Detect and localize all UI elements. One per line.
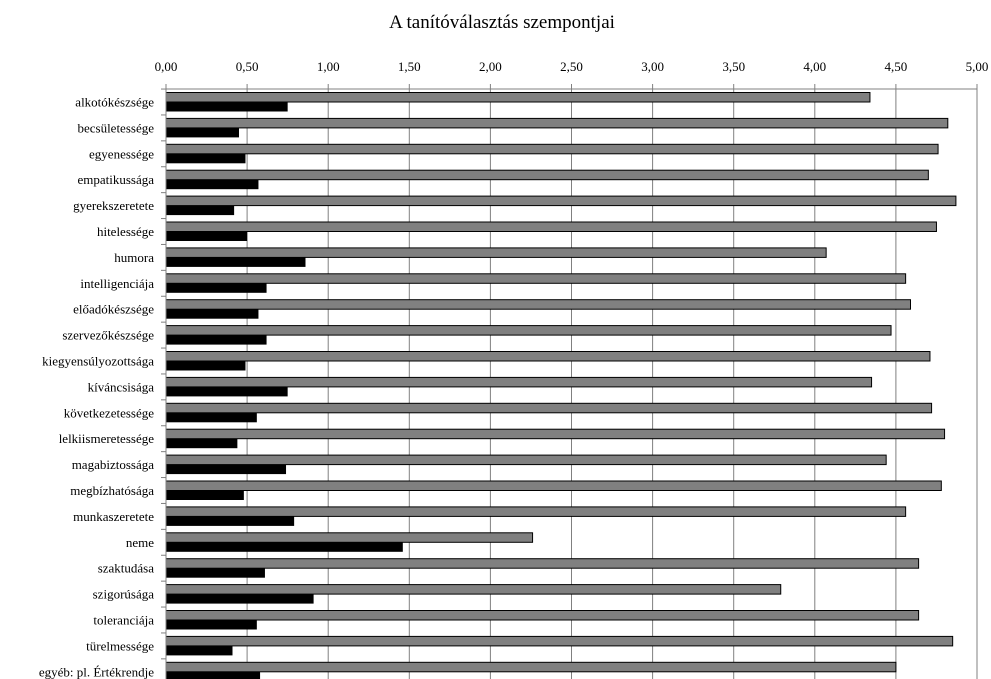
bar-series-1 <box>165 273 907 284</box>
category-label: magabiztossága <box>72 457 155 472</box>
bar-series-2 <box>166 283 267 293</box>
category-label: intelligenciája <box>80 276 154 291</box>
bar-series-1 <box>165 195 957 207</box>
category-label: szigorúsága <box>93 587 155 602</box>
bar-series-2 <box>166 490 244 500</box>
bar-series-2 <box>166 516 295 526</box>
bar-series-1 <box>165 247 827 258</box>
x-tick-label: 1,00 <box>317 59 340 74</box>
bar-series-2 <box>166 542 403 552</box>
bar-series-1 <box>165 351 931 362</box>
bar-series-2 <box>166 645 233 656</box>
bar-series-1 <box>165 169 929 181</box>
x-tick-label: 3,00 <box>641 59 664 74</box>
category-label: következetessége <box>64 405 154 420</box>
bar-series-1 <box>165 299 911 310</box>
bar-series-1 <box>165 117 949 129</box>
category-label: alkotókészsége <box>75 95 154 110</box>
category-label: egyéb: pl. Értékrendje <box>39 664 154 679</box>
bar-series-2 <box>166 309 259 319</box>
bar-series-2 <box>166 335 267 345</box>
bar-series-2 <box>166 205 235 216</box>
x-tick-label: 0,00 <box>155 59 178 74</box>
bar-series-2 <box>166 438 238 449</box>
bar-series-1 <box>165 92 871 103</box>
bar-series-2 <box>166 127 239 138</box>
bar-series-2 <box>166 412 257 423</box>
x-tick-label: 0,50 <box>236 59 259 74</box>
category-label: kiegyensúlyozottsága <box>42 354 154 369</box>
bar-series-2 <box>166 671 261 679</box>
bar-series-1 <box>165 221 937 232</box>
category-label: türelmessége <box>86 638 154 653</box>
bar-series-1 <box>165 454 887 466</box>
bar-series-2 <box>166 257 306 267</box>
category-label: szaktudása <box>98 561 155 576</box>
x-tick-label: 2,50 <box>560 59 583 74</box>
bar-series-1 <box>165 610 920 621</box>
category-label: megbízhatósága <box>70 483 154 498</box>
bar-series-2 <box>166 102 288 112</box>
bar-series-1 <box>165 506 907 517</box>
bar-series-2 <box>166 153 246 164</box>
bar-series-2 <box>166 594 314 604</box>
x-tick-label: 3,50 <box>722 59 745 74</box>
x-axis-ticks: 0,00 0,50 1,00 1,50 2,00 2,50 3,00 3,50 4,00 4,50… <box>155 59 989 89</box>
category-label: szervezőkészsége <box>62 328 154 343</box>
category-label: kíváncsisága <box>88 379 155 394</box>
bar-series-1 <box>165 558 920 569</box>
category-label: hitelessége <box>97 224 154 239</box>
bar-series-1 <box>165 532 534 543</box>
chart-title: A tanítóválasztás szempontjai <box>389 12 615 33</box>
bar-series-1 <box>165 480 942 491</box>
bar-series-2 <box>166 568 265 578</box>
bar-series-2 <box>166 361 246 371</box>
bar-series-1 <box>165 376 873 388</box>
bar-series-2 <box>166 179 259 190</box>
bar-series-1 <box>165 143 939 155</box>
category-label: munkaszeretete <box>73 509 154 524</box>
category-label: neme <box>126 535 154 550</box>
category-label: becsületessége <box>77 120 154 135</box>
bar-series-1 <box>165 325 892 336</box>
bar-series-1 <box>165 402 933 414</box>
bar-series-2 <box>166 464 287 475</box>
x-tick-label: 4,00 <box>803 59 826 74</box>
category-label: gyerekszeretete <box>73 198 154 213</box>
category-label: empatikussága <box>77 172 154 187</box>
bar-series-2 <box>166 386 288 397</box>
category-label: toleranciája <box>93 613 154 628</box>
x-tick-label: 2,00 <box>479 59 502 74</box>
x-tick-label: 1,50 <box>398 59 421 74</box>
bar-series-1 <box>165 635 954 647</box>
bar-series-1 <box>165 584 782 595</box>
category-label: humora <box>114 250 154 265</box>
x-tick-label: 4,50 <box>885 59 908 74</box>
bar-series-2 <box>166 620 257 630</box>
category-label: lelkiismeretessége <box>59 431 155 446</box>
category-labels: alkotókészsége becsületessége egyenessége e… <box>39 88 166 679</box>
bar-series-1 <box>165 428 946 440</box>
category-label: előadókészsége <box>73 302 154 317</box>
category-label: egyenessége <box>89 146 154 161</box>
bar-series-2 <box>166 231 248 241</box>
bars <box>165 92 957 679</box>
x-tick-label: 5,00 <box>966 59 989 74</box>
bar-series-1 <box>165 661 897 673</box>
